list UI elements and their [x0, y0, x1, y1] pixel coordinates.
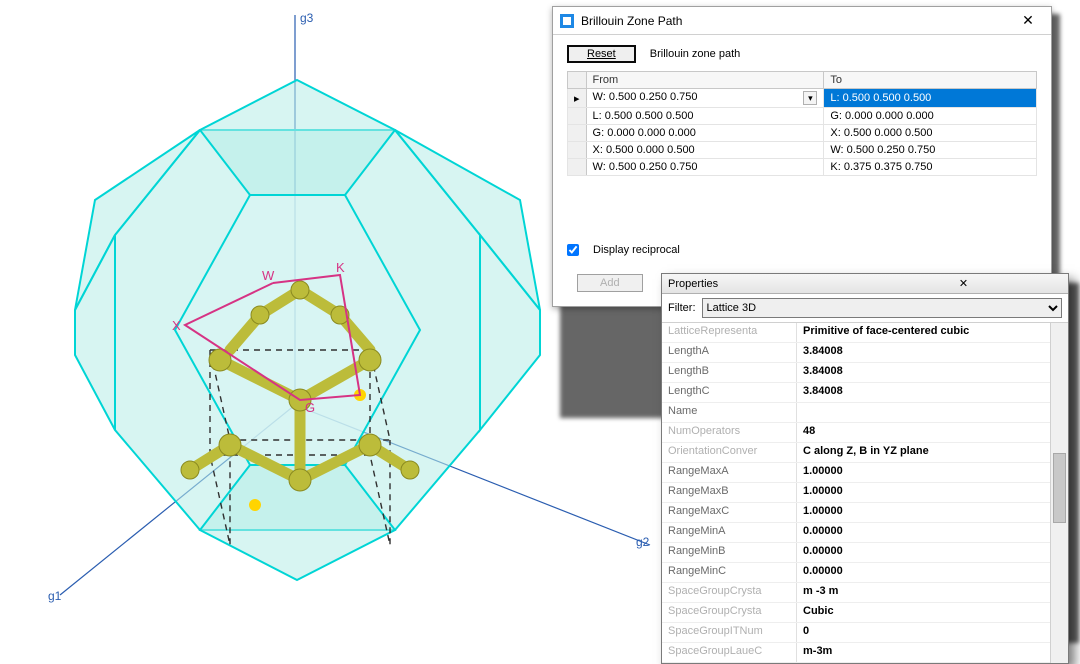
table-row[interactable]: X: 0.500 0.000 0.500W: 0.500 0.250 0.750: [568, 142, 1037, 159]
property-row[interactable]: LengthC3.84008: [662, 383, 1050, 403]
bz-section-label: Brillouin zone path: [650, 48, 741, 60]
cell-from[interactable]: W: 0.500 0.250 0.750: [586, 159, 824, 176]
property-row[interactable]: LatticeRepresentaPrimitive of face-cente…: [662, 323, 1050, 343]
property-value[interactable]: m -3 m: [797, 583, 1050, 602]
property-key: RangeMaxA: [662, 463, 797, 482]
property-value[interactable]: 3.84008: [797, 343, 1050, 362]
cell-from[interactable]: L: 0.500 0.500 0.500: [586, 108, 824, 125]
property-value[interactable]: 0.00000: [797, 563, 1050, 582]
table-row[interactable]: ▸W: 0.500 0.250 0.750▾L: 0.500 0.500 0.5…: [568, 89, 1037, 108]
property-row[interactable]: SpaceGroupITNum0: [662, 623, 1050, 643]
row-handle[interactable]: [568, 159, 587, 176]
row-handle[interactable]: ▸: [568, 89, 587, 108]
property-key: SpaceGroupITNum: [662, 623, 797, 642]
property-row[interactable]: SpaceGroupCrystam -3 m: [662, 583, 1050, 603]
app-icon: [559, 13, 575, 29]
property-key: RangeMinA: [662, 523, 797, 542]
property-key: SpaceGroupCrysta: [662, 603, 797, 622]
property-row[interactable]: SpaceGroupLaueCm-3m: [662, 643, 1050, 663]
property-row[interactable]: RangeMaxA1.00000: [662, 463, 1050, 483]
property-row[interactable]: RangeMinA0.00000: [662, 523, 1050, 543]
properties-grid[interactable]: LatticeRepresentaPrimitive of face-cente…: [662, 323, 1050, 663]
bz-titlebar[interactable]: Brillouin Zone Path ✕: [553, 7, 1051, 35]
property-row[interactable]: LengthB3.84008: [662, 363, 1050, 383]
scrollbar[interactable]: [1050, 323, 1068, 663]
bz-path-table[interactable]: From To ▸W: 0.500 0.250 0.750▾L: 0.500 0…: [567, 71, 1037, 176]
point-label-w: W: [262, 268, 275, 283]
property-row[interactable]: RangeMaxB1.00000: [662, 483, 1050, 503]
cell-to[interactable]: X: 0.500 0.000 0.500: [824, 125, 1037, 142]
row-handle[interactable]: [568, 108, 587, 125]
point-label-g: G: [305, 400, 315, 415]
property-value[interactable]: 1.00000: [797, 503, 1050, 522]
property-value[interactable]: Cubic: [797, 603, 1050, 622]
property-value[interactable]: 1.00000: [797, 483, 1050, 502]
property-value[interactable]: C along Z, B in YZ plane: [797, 443, 1050, 462]
property-key: LengthA: [662, 343, 797, 362]
cell-to[interactable]: G: 0.000 0.000 0.000: [824, 108, 1037, 125]
property-value[interactable]: 0.00000: [797, 543, 1050, 562]
cell-to[interactable]: W: 0.500 0.250 0.750: [824, 142, 1037, 159]
display-reciprocal-label: Display reciprocal: [593, 244, 680, 256]
property-key: OrientationConver: [662, 443, 797, 462]
axis-label-g3: g3: [300, 11, 314, 25]
row-handle[interactable]: [568, 125, 587, 142]
table-row[interactable]: L: 0.500 0.500 0.500G: 0.000 0.000 0.000: [568, 108, 1037, 125]
axis-label-g2: g2: [636, 535, 650, 549]
property-row[interactable]: SpaceGroupCrystaCubic: [662, 603, 1050, 623]
cell-from[interactable]: W: 0.500 0.250 0.750▾: [586, 89, 824, 108]
close-icon[interactable]: ✕: [1011, 10, 1045, 32]
property-row[interactable]: Name: [662, 403, 1050, 423]
property-key: Name: [662, 403, 797, 422]
property-row[interactable]: LengthA3.84008: [662, 343, 1050, 363]
properties-title: Properties: [668, 278, 865, 290]
cell-to[interactable]: K: 0.375 0.375 0.750: [824, 159, 1037, 176]
table-row[interactable]: G: 0.000 0.000 0.000X: 0.500 0.000 0.500: [568, 125, 1037, 142]
property-value[interactable]: 3.84008: [797, 383, 1050, 402]
properties-titlebar[interactable]: Properties ✕: [662, 274, 1068, 294]
property-key: RangeMaxC: [662, 503, 797, 522]
property-value[interactable]: 3.84008: [797, 363, 1050, 382]
property-key: RangeMinB: [662, 543, 797, 562]
property-value[interactable]: 1.00000: [797, 463, 1050, 482]
property-row[interactable]: RangeMaxC1.00000: [662, 503, 1050, 523]
chevron-down-icon[interactable]: ▾: [803, 91, 817, 105]
display-reciprocal-checkbox[interactable]: [567, 244, 579, 256]
cell-to[interactable]: L: 0.500 0.500 0.500: [824, 89, 1037, 108]
properties-panel: Properties ✕ Filter: Lattice 3D LatticeR…: [661, 273, 1069, 664]
property-value[interactable]: 48: [797, 423, 1050, 442]
table-row[interactable]: W: 0.500 0.250 0.750K: 0.375 0.375 0.750: [568, 159, 1037, 176]
property-row[interactable]: RangeMinC0.00000: [662, 563, 1050, 583]
property-key: RangeMaxB: [662, 483, 797, 502]
bz-path-dialog: Brillouin Zone Path ✕ Reset Brillouin zo…: [552, 6, 1052, 307]
close-icon[interactable]: ✕: [865, 277, 1062, 290]
property-row[interactable]: RangeMinB0.00000: [662, 543, 1050, 563]
cell-from[interactable]: X: 0.500 0.000 0.500: [586, 142, 824, 159]
property-row[interactable]: NumOperators48: [662, 423, 1050, 443]
cell-from[interactable]: G: 0.000 0.000 0.000: [586, 125, 824, 142]
col-to[interactable]: To: [824, 72, 1037, 89]
row-handle[interactable]: [568, 142, 587, 159]
bz-title: Brillouin Zone Path: [581, 14, 1011, 28]
point-label-x: X: [172, 318, 181, 333]
property-key: LengthB: [662, 363, 797, 382]
reset-button[interactable]: Reset: [567, 45, 636, 63]
point-label-k: K: [336, 260, 345, 275]
col-from[interactable]: From: [586, 72, 824, 89]
filter-select[interactable]: Lattice 3D: [702, 298, 1063, 318]
property-row[interactable]: OrientationConverC along Z, B in YZ plan…: [662, 443, 1050, 463]
axis-label-g1: g1: [48, 589, 62, 603]
add-button[interactable]: Add: [577, 274, 643, 292]
property-key: LengthC: [662, 383, 797, 402]
property-value[interactable]: [797, 403, 1050, 422]
property-key: RangeMinC: [662, 563, 797, 582]
property-key: NumOperators: [662, 423, 797, 442]
property-key: LatticeRepresenta: [662, 323, 797, 342]
filter-label: Filter:: [668, 302, 696, 314]
scrollbar-thumb[interactable]: [1053, 453, 1066, 523]
property-key: SpaceGroupCrysta: [662, 583, 797, 602]
property-value[interactable]: Primitive of face-centered cubic: [797, 323, 1050, 342]
property-value[interactable]: 0: [797, 623, 1050, 642]
property-value[interactable]: 0.00000: [797, 523, 1050, 542]
